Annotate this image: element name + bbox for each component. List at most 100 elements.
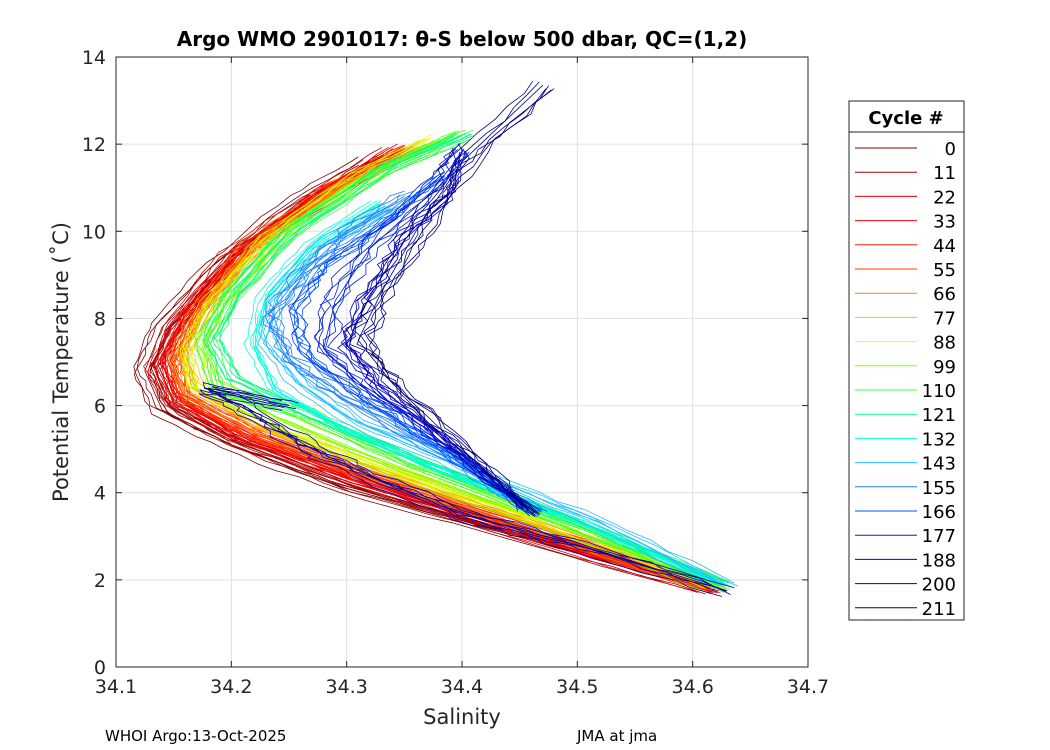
series-line-cycle-211	[345, 80, 534, 510]
legend-entry: 77	[933, 308, 956, 329]
series-line-cycle-143	[257, 212, 717, 589]
y-tick-label: 4	[94, 483, 106, 505]
series-line-cycle-211	[356, 88, 547, 516]
legend-entry: 11	[933, 163, 956, 184]
series-line-cycle-155	[268, 200, 538, 518]
series-line-cycle-33	[161, 148, 711, 589]
legend-entry: 155	[922, 478, 956, 499]
x-tick-label: 34.1	[95, 676, 137, 698]
series-line-cycle-22	[161, 147, 717, 589]
series-line-cycle-55	[173, 157, 709, 593]
series-line-cycle-99	[196, 134, 720, 586]
footer-left: WHOI Argo:13-Oct-2025	[105, 727, 286, 745]
series-line-cycle-177	[323, 152, 532, 513]
x-axis-label: Salinity	[423, 705, 501, 729]
x-tick-label: 34.2	[210, 676, 252, 698]
series-line-cycle-200	[199, 389, 719, 593]
legend-entry: 22	[933, 187, 956, 208]
legend: Cycle # 0 11 22 33 44 55 66 77 88 99 110 121 132 143 1…	[848, 100, 965, 621]
y-tick-label: 2	[94, 570, 106, 592]
series-line-cycle-188	[348, 150, 536, 516]
x-tick-label: 34.4	[441, 676, 483, 698]
series-line-cycle-155	[269, 195, 543, 512]
series-line-cycle-66	[171, 150, 708, 590]
y-tick-label: 14	[82, 47, 106, 69]
series-line-cycle-166	[301, 174, 548, 512]
series-line-cycle-55	[170, 154, 710, 589]
y-tick-label: 8	[94, 308, 106, 330]
series-line-cycle-211	[363, 85, 549, 514]
legend-entry: 143	[922, 454, 956, 475]
legend-entry: 166	[922, 502, 956, 523]
series-line-cycle-188	[340, 147, 518, 512]
x-tick-label: 34.3	[326, 676, 368, 698]
series-line-cycle-99	[205, 130, 727, 583]
series-line-cycle-33	[166, 153, 714, 594]
legend-entry: 132	[922, 429, 956, 450]
legend-entry: 211	[922, 599, 956, 620]
series-line-cycle-110	[207, 140, 724, 593]
series-line-cycle-132	[250, 200, 721, 581]
series-line-cycle-44	[172, 153, 718, 594]
legend-entry: 44	[933, 236, 956, 257]
legend-entry: 177	[922, 526, 956, 547]
axis-ticks: 34.1 34.2 34.3 34.4 34.5 34.6 34.7 0 2 4 6 8 10 12 14	[82, 47, 829, 698]
series-lines	[133, 80, 739, 597]
legend-entry: 99	[933, 357, 956, 378]
series-line-cycle-200	[202, 382, 714, 587]
x-tick-label: 34.6	[672, 676, 714, 698]
legend-entry: 55	[933, 260, 956, 281]
y-tick-label: 12	[82, 134, 106, 156]
series-line-cycle-132	[252, 203, 725, 585]
y-tick-label: 6	[94, 396, 106, 418]
series-line-cycle-44	[167, 148, 712, 589]
legend-entry: 33	[933, 212, 956, 233]
series-line-cycle-211	[368, 89, 552, 518]
series-line-cycle-44	[164, 151, 711, 592]
series-line-cycle-77	[188, 146, 721, 590]
series-line-cycle-211	[366, 88, 555, 515]
series-line-cycle-22	[143, 147, 699, 589]
legend-entry: 66	[933, 284, 956, 305]
series-line-cycle-66	[173, 153, 707, 593]
series-line-cycle-200	[198, 393, 723, 597]
legend-entry: 121	[922, 405, 956, 426]
y-tick-label: 10	[82, 221, 106, 243]
series-line-cycle-77	[183, 145, 713, 589]
y-axis-label: Potential Temperature (˚C)	[49, 222, 73, 502]
legend-entry: 200	[922, 575, 956, 596]
series-line-cycle-166	[292, 176, 532, 515]
chart-title: Argo WMO 2901017: θ-S below 500 dbar, QC…	[177, 27, 747, 51]
series-line-cycle-11	[157, 156, 719, 588]
series-line-cycle-188	[342, 142, 535, 507]
x-tick-label: 34.7	[787, 676, 829, 698]
legend-entry: 110	[922, 381, 956, 402]
legend-title: Cycle #	[868, 108, 943, 129]
legend-entry: 0	[945, 139, 956, 160]
footer-right: JMA at jma	[576, 727, 657, 745]
series-line-cycle-110	[194, 131, 714, 583]
series-line-cycle-132	[254, 200, 727, 582]
series-line-cycle-22	[147, 152, 699, 593]
series-line-cycle-55	[171, 149, 714, 585]
series-line-cycle-0	[136, 159, 699, 588]
series-line-cycle-88	[179, 140, 705, 589]
legend-entry: 188	[922, 550, 956, 571]
series-line-cycle-11	[150, 156, 709, 589]
series-line-cycle-33	[160, 147, 710, 588]
series-line-cycle-155	[267, 191, 543, 509]
series-line-cycle-0	[133, 164, 698, 592]
series-line-cycle-33	[160, 150, 708, 592]
series-line-cycle-166	[288, 175, 530, 514]
series-line-cycle-22	[151, 146, 708, 589]
series-line-cycle-200	[208, 387, 728, 592]
series-line-cycle-200	[203, 387, 727, 592]
series-line-cycle-22	[155, 148, 711, 589]
series-line-cycle-110	[210, 138, 731, 590]
series-line-cycle-99	[201, 137, 727, 591]
series-line-cycle-33	[154, 150, 701, 590]
series-line-cycle-22	[162, 143, 714, 585]
series-line-cycle-211	[357, 85, 543, 513]
series-line-cycle-177	[313, 148, 520, 510]
